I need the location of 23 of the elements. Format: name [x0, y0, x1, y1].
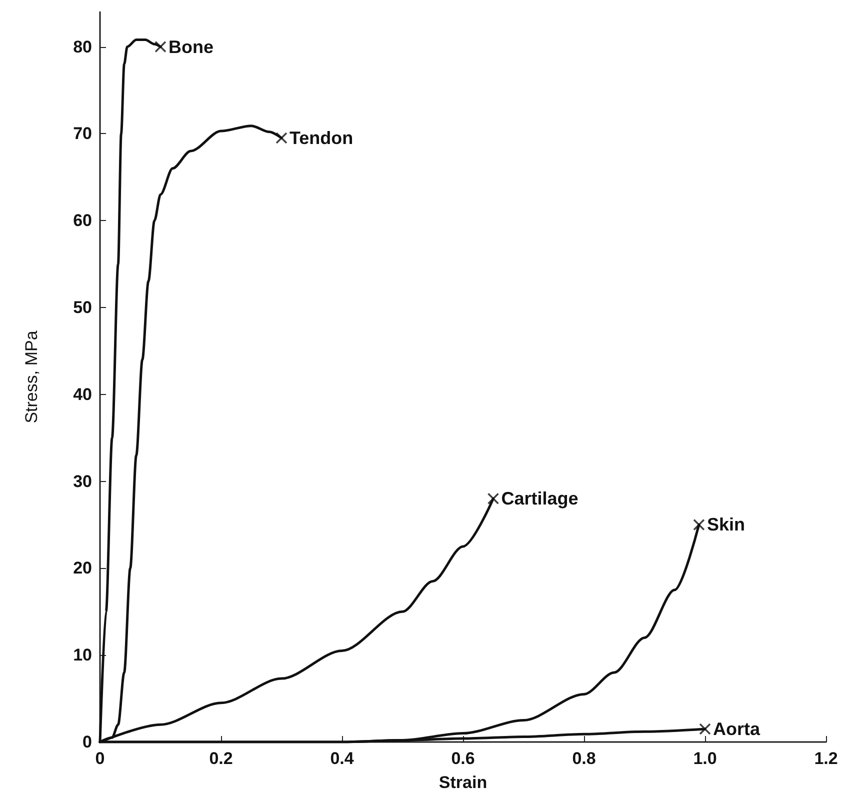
- x-axis-title: Strain: [438, 773, 488, 792]
- x-tick-label: 0: [95, 749, 105, 768]
- x-tick-label: 0.8: [572, 749, 596, 768]
- x-tick-label: 1.2: [814, 749, 838, 768]
- series-label: Cartilage: [501, 488, 578, 509]
- y-tick-label: 30: [73, 472, 92, 491]
- y-tick-label: 50: [73, 298, 92, 317]
- y-tick-label: 70: [73, 124, 92, 144]
- series-label: Tendon: [290, 128, 354, 148]
- y-tick-label: 10: [73, 646, 92, 665]
- x-tick-label: 0.2: [209, 749, 233, 768]
- y-tick-label: 60: [73, 211, 92, 230]
- y-tick-label: 80: [73, 37, 92, 56]
- x-tick-label: 0.4: [330, 749, 354, 768]
- y-tick-label: 0: [82, 732, 92, 752]
- x-tick-label: 0.6: [451, 749, 475, 768]
- y-tick-label: 20: [73, 558, 92, 578]
- x-tick-label: 1.0: [693, 749, 717, 768]
- series-label: Skin: [706, 514, 745, 535]
- y-axis-title: Stress, MPa: [22, 330, 41, 424]
- series-label: Aorta: [713, 718, 761, 739]
- y-tick-label: 40: [73, 384, 92, 404]
- series-label: Bone: [168, 36, 214, 57]
